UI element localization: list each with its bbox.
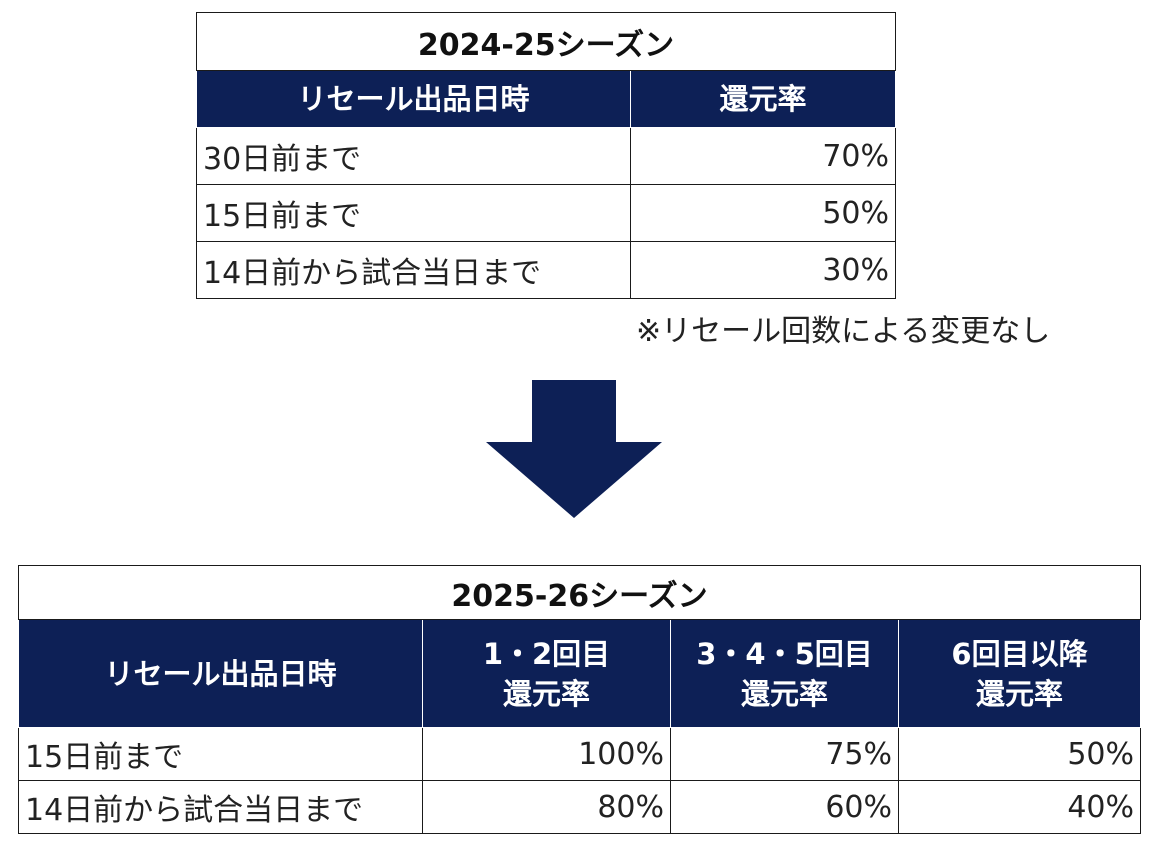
row-value: 100% [422,727,671,781]
resale-count-note: ※リセール回数による変更なし [636,314,1051,349]
row-label: 15日前まで [196,184,631,242]
header-return-rate: 還元率 [629,70,897,128]
table-header-row: リセール出品日時 還元率 [196,70,897,128]
down-arrow-icon [486,380,662,518]
row-label: 30日前まで [196,127,631,185]
row-label: 15日前まで [18,727,423,781]
header-line-1: 3・4・5回目 [696,636,873,671]
header-rate-3-4-5: 3・4・5回目 還元率 [670,619,899,728]
table-title-row: 2024-25シーズン [195,12,897,71]
header-listing-time: リセール出品日時 [18,619,423,728]
table-row: 15日前まで 50% [196,184,897,242]
header-rate-6-plus: 6回目以降 還元率 [897,619,1142,728]
header-line-1: 6回目以降 [951,636,1088,671]
rate-table-2024-25: 2024-25シーズン リセール出品日時 還元率 30日前まで 70% 15日前… [195,12,897,299]
header-line-2: 還元率 [976,676,1064,711]
header-rate-1-2: 1・2回目 還元率 [422,619,671,728]
table-title: 2025-26シーズン [17,565,1142,620]
header-listing-time: リセール出品日時 [196,70,631,128]
table-title: 2024-25シーズン [195,12,897,71]
down-arrow-shape [486,380,662,518]
row-value: 50% [629,184,897,242]
table-title-row: 2025-26シーズン [17,565,1142,620]
header-line-2: 還元率 [502,676,590,711]
row-value: 50% [897,727,1142,781]
header-line-2: 還元率 [740,676,828,711]
table-row: 14日前から試合当日まで 30% [196,241,897,299]
row-value: 70% [629,127,897,185]
row-value: 75% [670,727,899,781]
header-line-1: 1・2回目 [482,636,611,671]
row-value: 60% [670,780,899,834]
table-row: 15日前まで 100% 75% 50% [18,727,1142,781]
row-label: 14日前から試合当日まで [196,241,631,299]
row-value: 80% [422,780,671,834]
table-row: 14日前から試合当日まで 80% 60% 40% [18,780,1142,834]
table-row: 30日前まで 70% [196,127,897,185]
row-value: 40% [897,780,1142,834]
table-header-row: リセール出品日時 1・2回目 還元率 3・4・5回目 還元率 6回目以降 還元率 [18,619,1142,728]
row-label: 14日前から試合当日まで [18,780,423,834]
row-value: 30% [629,241,897,299]
rate-table-2025-26: 2025-26シーズン リセール出品日時 1・2回目 還元率 3・4・5回目 還… [17,565,1142,834]
